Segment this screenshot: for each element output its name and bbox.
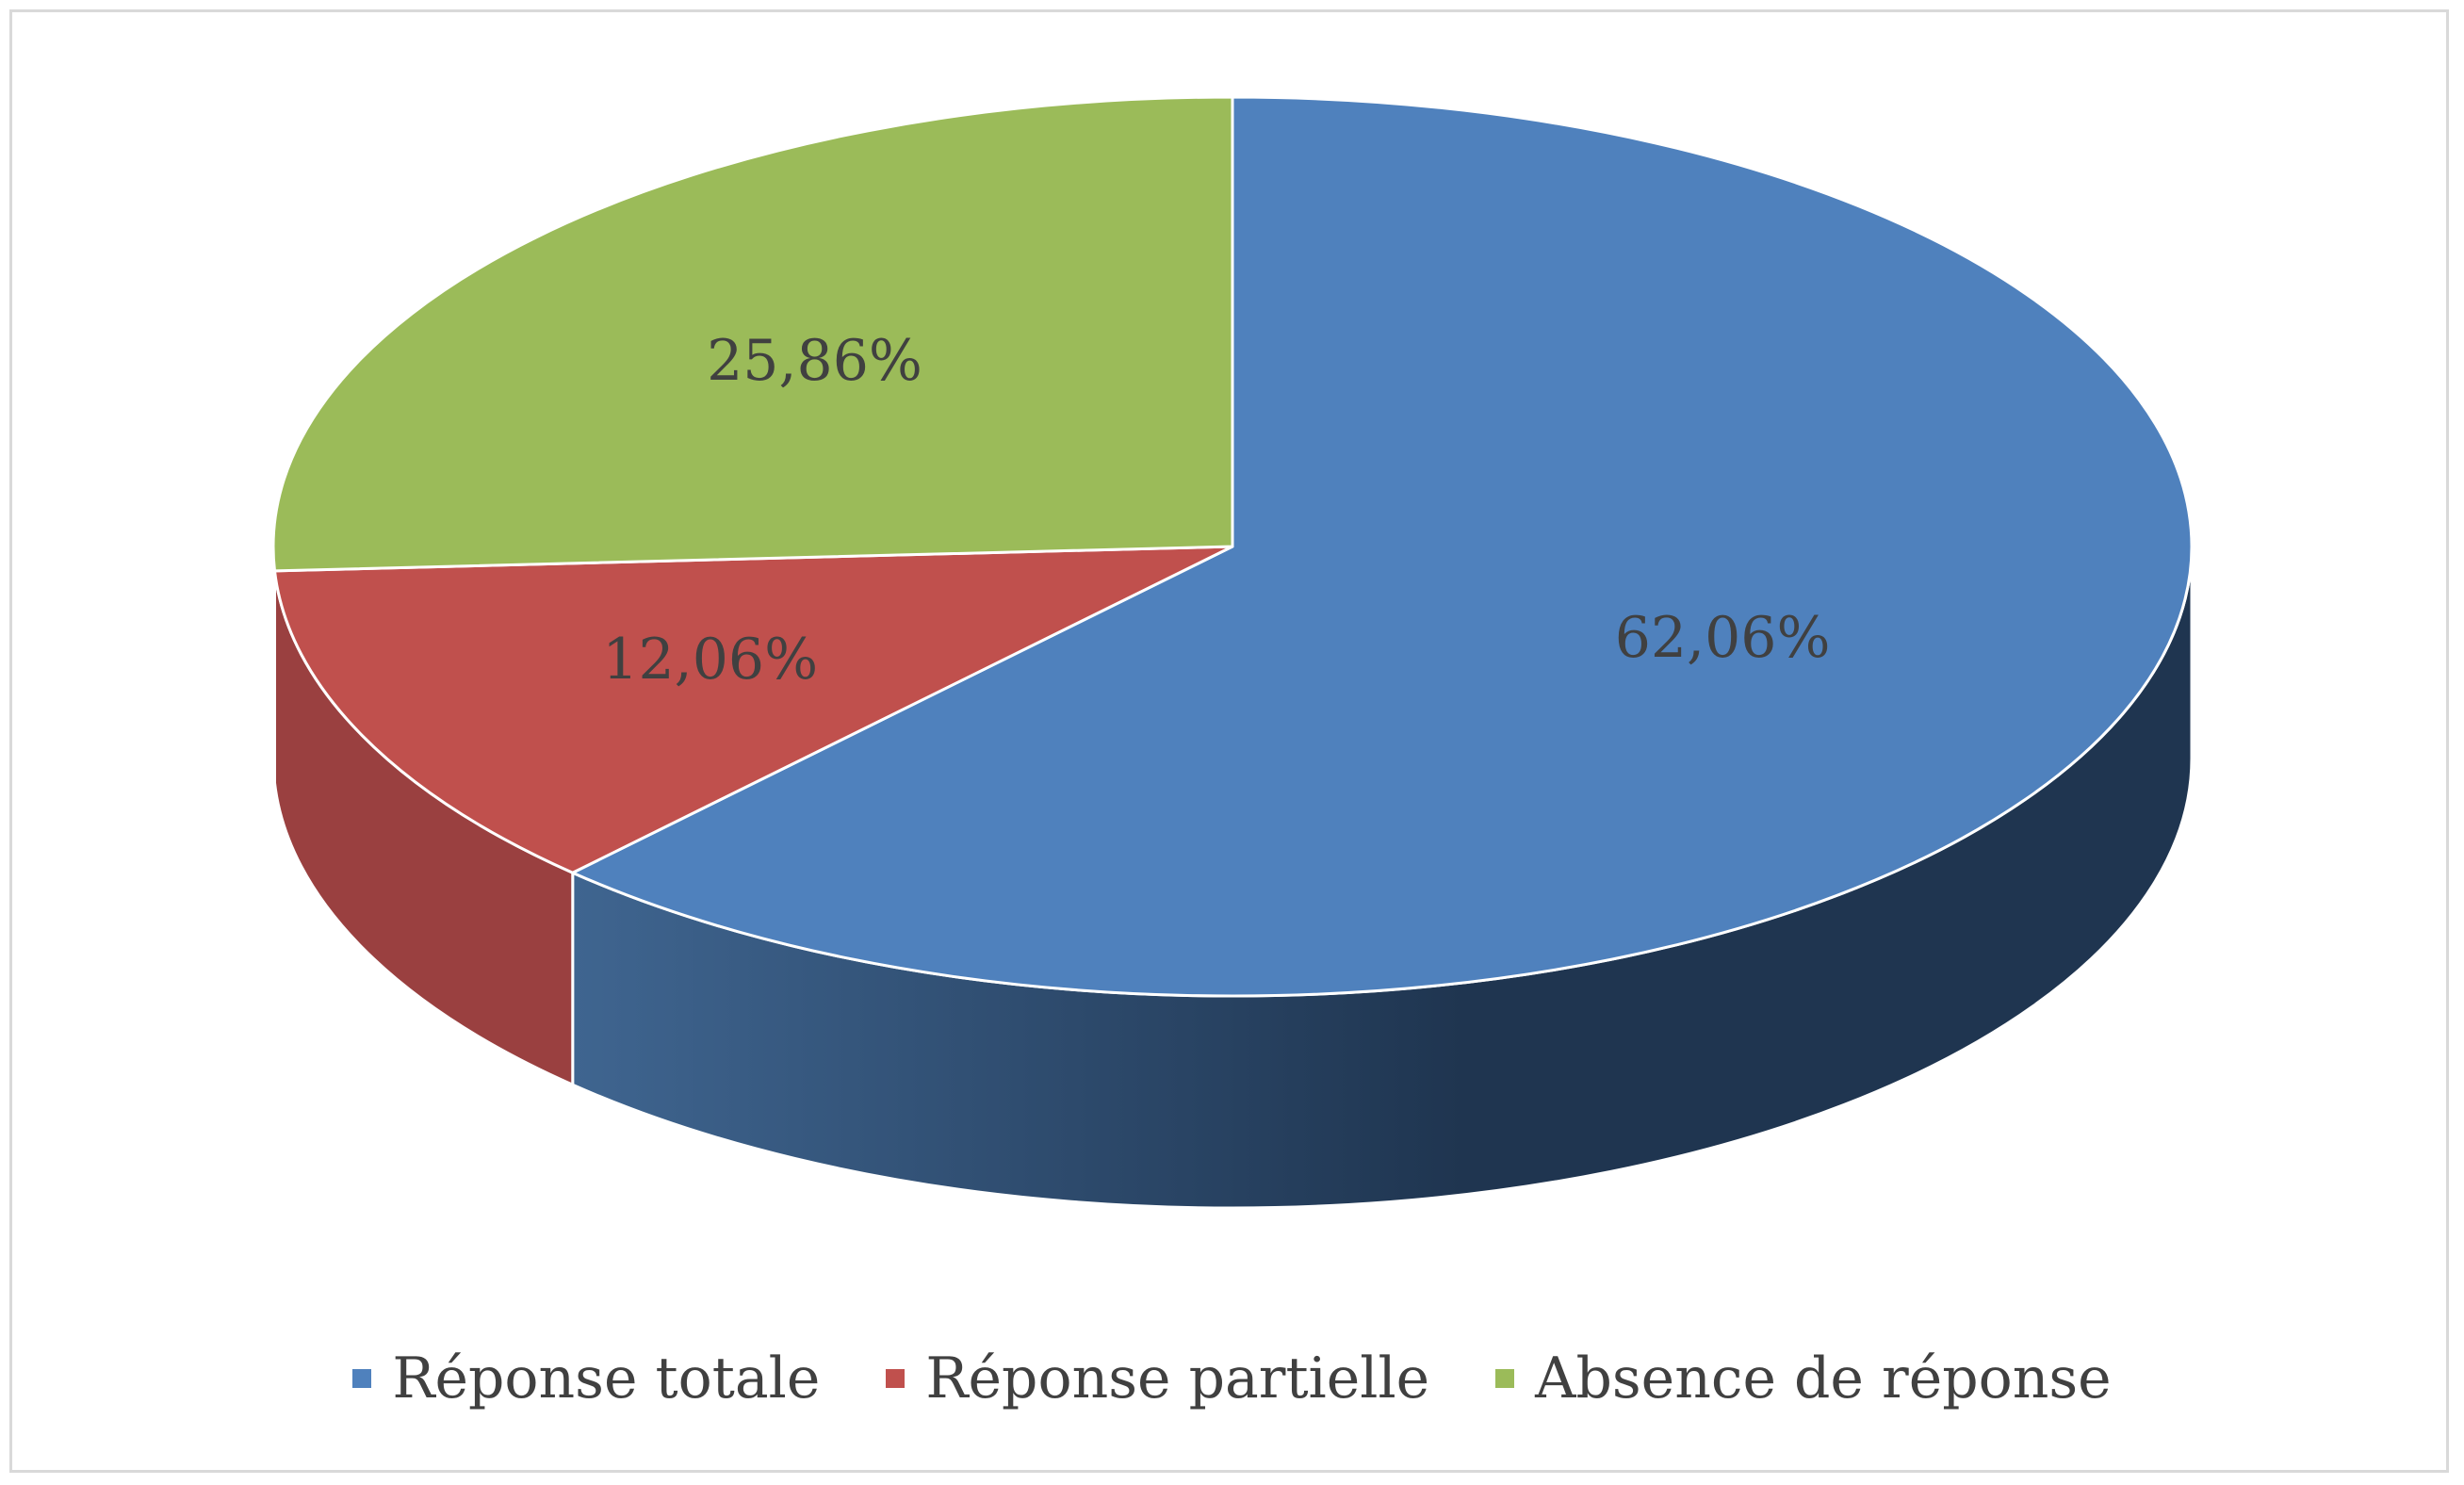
- legend-item-reponse-totale: Réponse totale: [352, 1346, 820, 1412]
- legend-label-absence-de-reponse: Absence de réponse: [1535, 1346, 2112, 1412]
- legend-swatch-reponse-totale: [352, 1369, 372, 1388]
- pie-slice-absence-de-reponse: [271, 95, 1234, 573]
- pie-slice-reponse-totale: [571, 95, 2194, 998]
- pie-labels: 62,06% 12,06% 25,86%: [602, 328, 1830, 693]
- pie-side-absence-de-reponse: [271, 546, 277, 784]
- data-label-absence-de-reponse: 25,86%: [707, 328, 922, 394]
- pie-tops: [271, 95, 2194, 998]
- legend-label-reponse-partielle: Réponse partielle: [925, 1346, 1430, 1412]
- legend-item-reponse-partielle: Réponse partielle: [886, 1346, 1429, 1412]
- pie-slice-reponse-partielle: [273, 545, 1234, 874]
- legend-label-reponse-totale: Réponse totale: [392, 1346, 821, 1412]
- legend-swatch-absence-de-reponse: [1495, 1369, 1515, 1388]
- data-label-reponse-partielle: 12,06%: [602, 627, 818, 693]
- legend: Réponse totale Réponse partielle Absence…: [0, 1336, 2464, 1421]
- data-label-reponse-totale: 62,06%: [1615, 605, 1831, 671]
- legend-item-absence-de-reponse: Absence de réponse: [1495, 1346, 2112, 1412]
- legend-swatch-reponse-partielle: [886, 1369, 906, 1388]
